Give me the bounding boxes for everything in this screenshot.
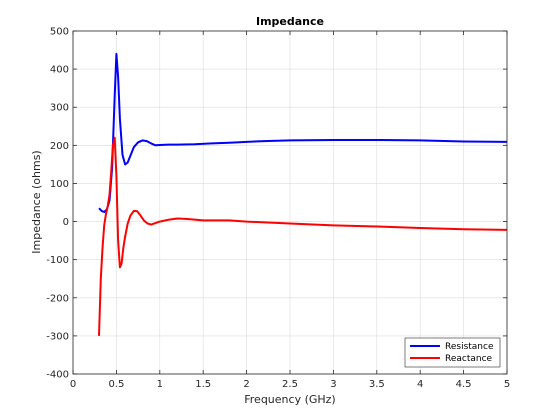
series-line-reactance <box>98 136 508 336</box>
legend: Resistance Reactance <box>404 337 501 368</box>
x-tick-label: 4 <box>417 379 423 390</box>
legend-label-reactance: Reactance <box>445 354 493 364</box>
chart-title: Impedance <box>256 15 324 28</box>
y-tick-label: -100 <box>46 255 69 266</box>
y-tick-label: 0 <box>63 217 69 228</box>
x-tick-label: 5 <box>504 379 510 390</box>
y-axis-label: Impedance (ohms) <box>30 150 43 253</box>
y-tick-label: 100 <box>50 179 69 190</box>
axis-ticks: 0 0.5 1 1.5 2 2.5 3 3.5 4 4.5 5 -400 -300 -200 -100 0 10… <box>46 27 510 391</box>
y-tick-label: -300 <box>46 331 69 342</box>
legend-label-resistance: Resistance <box>445 342 494 352</box>
y-tick-label: 200 <box>50 141 69 152</box>
series-line-resistance <box>98 52 508 213</box>
x-tick-label: 3 <box>330 379 336 390</box>
x-tick-label: 0 <box>70 379 76 390</box>
x-tick-label: 4.5 <box>456 379 472 390</box>
x-tick-label: 0.5 <box>108 379 124 390</box>
x-tick-label: 2.5 <box>282 379 298 390</box>
y-tick-label: -400 <box>46 370 69 381</box>
series-lines <box>98 52 508 336</box>
x-tick-label: 2 <box>243 379 249 390</box>
y-tick-label: 300 <box>50 103 69 114</box>
x-tick-label: 1.5 <box>195 379 211 390</box>
y-tick-label: 400 <box>50 65 69 76</box>
y-tick-label: -200 <box>46 293 69 304</box>
y-tick-label: 500 <box>50 27 69 38</box>
x-tick-label: 1 <box>157 379 163 390</box>
legend-box <box>404 337 501 368</box>
x-axis-label: Frequency (GHz) <box>244 393 335 406</box>
x-tick-label: 3.5 <box>369 379 385 390</box>
